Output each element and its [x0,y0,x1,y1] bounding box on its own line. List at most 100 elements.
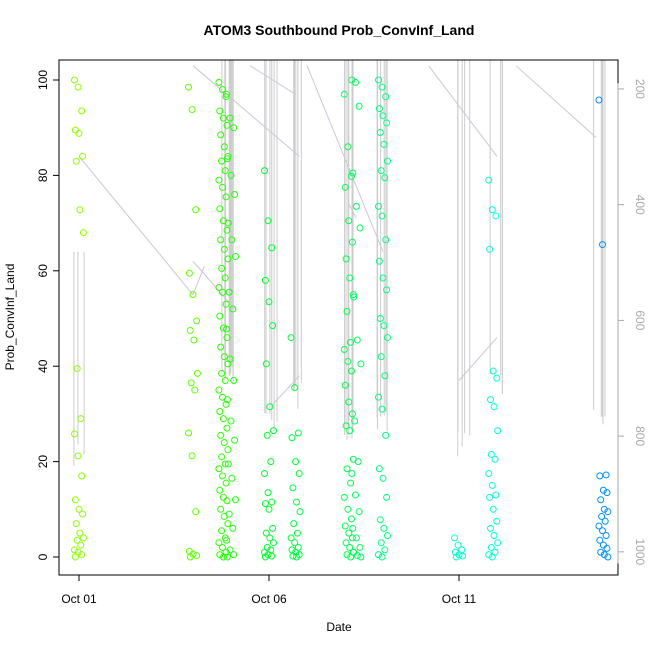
data-point [597,548,605,556]
data-point [190,336,198,344]
data-point [219,324,227,332]
data-point [216,205,224,213]
data-point [224,219,232,227]
data-point [73,365,81,373]
data-point [349,169,357,177]
data-point [193,552,201,560]
data-point [76,206,84,214]
data-point [78,107,86,115]
data-point [231,190,239,198]
data-point [217,343,225,351]
data-point [595,96,603,104]
data-point [72,520,80,528]
data-point [342,255,350,263]
data-point [348,470,356,478]
y-tick-label: 40 [36,359,50,373]
data-point [223,334,231,342]
data-point [221,460,229,468]
data-point [377,353,385,361]
data-point [348,172,355,180]
data-point [223,121,231,129]
data-point [602,471,610,479]
data-point [225,510,233,518]
track-line [428,65,498,157]
data-point [222,93,230,101]
data-point [219,553,227,561]
data-point [71,546,78,554]
data-point [71,496,79,504]
data-point [492,491,500,499]
data-point [192,508,200,516]
data-point [452,553,460,561]
data-point [346,427,354,435]
data-point [218,264,226,272]
data-point [222,400,230,408]
data-point [490,403,498,411]
data-point [451,534,458,542]
data-point [599,486,607,494]
data-point [345,217,353,225]
data-point [223,497,231,505]
data-point [219,114,227,122]
data-point [602,532,610,540]
data-point [378,212,386,220]
data-point [492,212,500,220]
data-point [73,536,81,544]
data-point [293,529,301,537]
data-point [224,446,232,454]
data-point [217,431,225,439]
data-point [357,360,365,368]
data-point [215,78,223,86]
data-point [355,102,363,110]
track-line [192,65,300,157]
data-point [347,553,355,561]
data-point [353,336,361,344]
data-point [268,552,276,560]
data-point [375,105,383,113]
data-point [356,224,364,232]
data-point [376,315,384,322]
data-point [221,167,229,175]
data-point [379,274,387,282]
data-point [288,434,296,442]
data-point [381,174,389,182]
data-point [223,90,230,98]
data-point [222,300,230,308]
data-point [188,106,196,114]
data-point [221,377,229,385]
data-point [223,424,231,432]
data-point [289,552,297,560]
data-point [380,322,388,330]
track-line [78,156,194,295]
data-point [267,458,275,466]
data-point [287,334,295,342]
data-point [296,508,304,516]
y2-tick-label: 200 [633,79,647,99]
data-point [80,229,87,237]
data-point [226,114,234,122]
data-point [229,524,237,532]
data-point [379,474,387,482]
data-point [224,520,232,528]
data-point [231,436,239,444]
data-point [266,534,274,542]
data-point [265,298,273,306]
data-point [493,517,501,525]
data-point [192,206,200,214]
data-point [487,396,494,404]
y-tick-label: 100 [36,70,50,90]
data-point [375,202,382,210]
data-point [451,548,459,556]
data-point [293,553,300,561]
data-point [486,493,494,501]
data-point [219,415,227,423]
data-point [216,551,224,559]
data-point [352,534,360,542]
data-point [261,500,269,508]
data-point [383,286,391,294]
y2-tick-label: 600 [633,310,647,330]
data-point [600,551,608,559]
data-point [217,131,225,139]
data-point [603,489,611,497]
